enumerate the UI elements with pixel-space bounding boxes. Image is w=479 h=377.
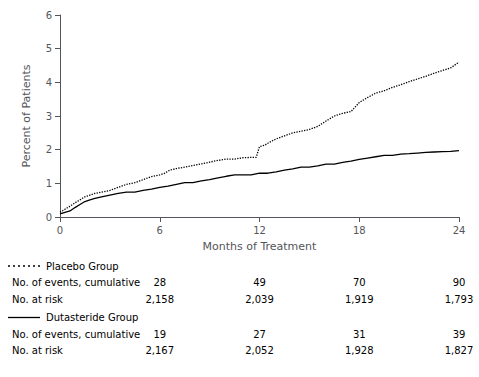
svg-text:28: 28	[153, 277, 166, 288]
svg-text:3: 3	[46, 111, 52, 122]
svg-text:12: 12	[253, 225, 266, 236]
svg-text:1,827: 1,827	[445, 345, 474, 356]
svg-text:19: 19	[153, 329, 166, 340]
svg-text:0: 0	[46, 212, 52, 223]
svg-text:No. of events, cumulative: No. of events, cumulative	[12, 329, 140, 340]
svg-text:39: 39	[453, 329, 466, 340]
svg-text:No. at risk: No. at risk	[12, 345, 63, 356]
svg-text:1,928: 1,928	[345, 345, 374, 356]
svg-text:No. of events, cumulative: No. of events, cumulative	[12, 277, 140, 288]
svg-text:31: 31	[353, 329, 366, 340]
svg-text:2,039: 2,039	[245, 294, 274, 305]
svg-text:Months of Treatment: Months of Treatment	[203, 240, 317, 253]
svg-text:2,052: 2,052	[245, 345, 274, 356]
svg-text:90: 90	[453, 277, 466, 288]
svg-text:2,158: 2,158	[145, 294, 174, 305]
svg-text:27: 27	[253, 329, 266, 340]
svg-text:2,167: 2,167	[145, 345, 174, 356]
svg-text:Placebo Group: Placebo Group	[46, 261, 119, 272]
svg-text:70: 70	[353, 277, 366, 288]
svg-text:5: 5	[46, 43, 52, 54]
svg-text:No. at risk: No. at risk	[12, 294, 63, 305]
svg-text:49: 49	[253, 277, 266, 288]
svg-text:6: 6	[46, 10, 52, 21]
svg-text:1: 1	[46, 178, 52, 189]
svg-text:2: 2	[46, 144, 52, 155]
svg-text:1,793: 1,793	[445, 294, 474, 305]
svg-text:0: 0	[57, 225, 63, 236]
svg-text:6: 6	[157, 225, 163, 236]
svg-text:1,919: 1,919	[345, 294, 374, 305]
svg-text:Percent of Patients: Percent of Patients	[20, 64, 33, 167]
svg-text:Dutasteride Group: Dutasteride Group	[46, 312, 138, 323]
svg-text:24: 24	[453, 225, 466, 236]
svg-text:4: 4	[46, 77, 52, 88]
svg-text:18: 18	[353, 225, 366, 236]
